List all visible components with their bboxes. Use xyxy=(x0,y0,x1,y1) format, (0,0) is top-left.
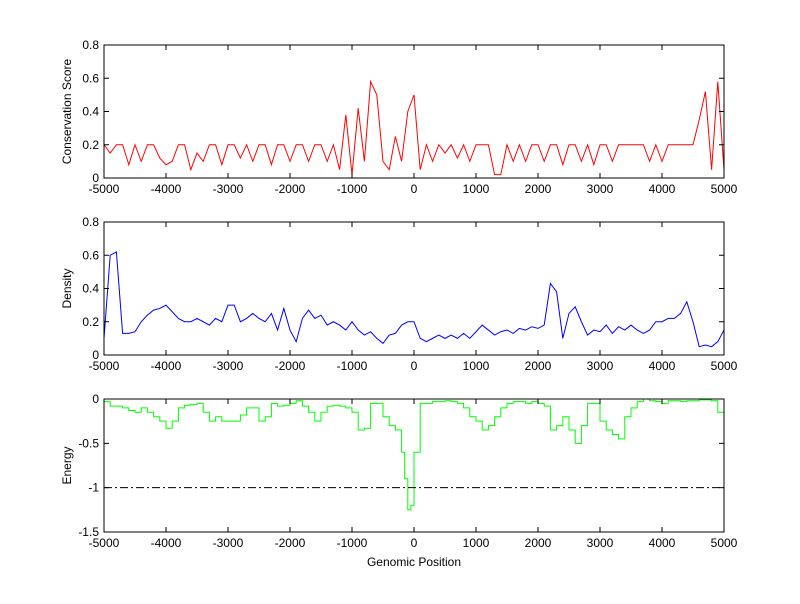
y-axis-label: Conservation Score xyxy=(60,58,74,164)
y-tick-label: -1.5 xyxy=(78,525,99,539)
x-tick-label: -4000 xyxy=(151,182,182,196)
y-tick-label: -1 xyxy=(88,481,99,495)
subplot-3: -5000 -4000 -3000 -2000 -1000 0 1000 2000 3000 40… xyxy=(60,392,738,569)
x-tick-label: 5000 xyxy=(711,182,738,196)
y-tick-label: -0.5 xyxy=(78,436,99,450)
x-tick-label: -3000 xyxy=(213,182,244,196)
subplot-2: -5000 -4000 -3000 -2000 -1000 0 1000 2000 3000 40… xyxy=(60,215,738,373)
x-tick-label: -3000 xyxy=(213,359,244,373)
x-tick-label: -2000 xyxy=(275,536,306,550)
x-tick-label: -2000 xyxy=(275,359,306,373)
y-tick-label: 0.2 xyxy=(82,138,99,152)
y-axis-label: Density xyxy=(60,268,74,308)
y-tick-label: 0 xyxy=(92,392,99,406)
series-line xyxy=(104,398,725,511)
x-tick-label: -1000 xyxy=(337,536,368,550)
y-tick-label: 0.4 xyxy=(82,282,99,296)
y-axis-label: Energy xyxy=(60,446,74,484)
x-tick-label: 4000 xyxy=(649,182,676,196)
y-tick-label: 0.4 xyxy=(82,105,99,119)
x-axis-label: Genomic Position xyxy=(367,555,461,569)
x-tick-label: -5000 xyxy=(89,359,120,373)
x-tick-label: 1000 xyxy=(463,182,490,196)
y-tick-label: 0 xyxy=(92,171,99,185)
x-tick-label: -5000 xyxy=(89,536,120,550)
x-tick-label: 4000 xyxy=(649,359,676,373)
x-tick-label: -1000 xyxy=(337,182,368,196)
x-tick-label: 3000 xyxy=(587,359,614,373)
x-tick-label: 0 xyxy=(411,359,418,373)
series-line xyxy=(103,251,725,348)
y-tick-label: 0.6 xyxy=(82,71,99,85)
y-tick-label: 0.6 xyxy=(82,248,99,262)
x-tick-label: 1000 xyxy=(463,359,490,373)
x-tick-label: -3000 xyxy=(213,536,244,550)
subplot-1: -5000 -4000 -3000 -2000 -1000 0 1000 2000 3000 40… xyxy=(60,38,738,196)
y-tick-label: 0.8 xyxy=(82,38,99,52)
x-tick-label: 0 xyxy=(411,536,418,550)
y-tick-label: 0.2 xyxy=(82,315,99,329)
x-tick-label: 0 xyxy=(411,182,418,196)
x-tick-label: 3000 xyxy=(587,182,614,196)
x-tick-label: -2000 xyxy=(275,182,306,196)
axes-box xyxy=(103,221,725,356)
x-tick-label: -4000 xyxy=(151,536,182,550)
y-tick-label: 0 xyxy=(92,348,99,362)
x-tick-label: -5000 xyxy=(89,182,120,196)
x-tick-label: 4000 xyxy=(649,536,676,550)
axes-box xyxy=(103,44,725,179)
x-tick-label: 5000 xyxy=(711,359,738,373)
x-tick-label: 5000 xyxy=(711,536,738,550)
x-tick-label: -1000 xyxy=(337,359,368,373)
x-tick-label: 1000 xyxy=(463,536,490,550)
x-tick-label: 2000 xyxy=(525,536,552,550)
x-tick-label: -4000 xyxy=(151,359,182,373)
y-tick-label: 0.8 xyxy=(82,215,99,229)
x-tick-label: 3000 xyxy=(587,536,614,550)
x-tick-label: 2000 xyxy=(525,182,552,196)
x-tick-label: 2000 xyxy=(525,359,552,373)
series-line xyxy=(103,79,725,176)
